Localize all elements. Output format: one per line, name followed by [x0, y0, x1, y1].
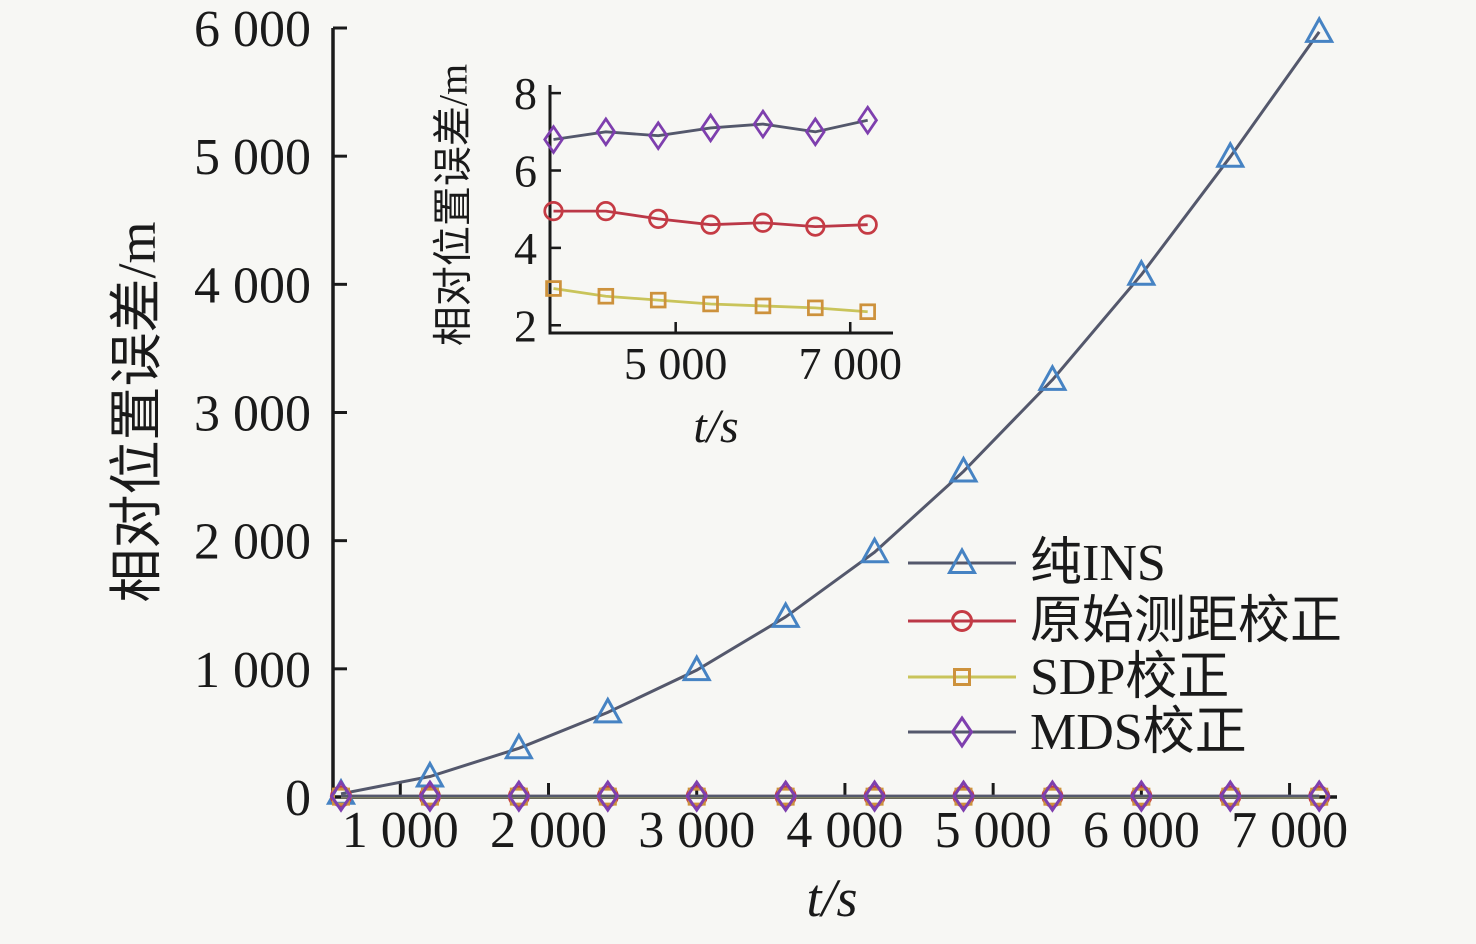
- pure-ins-marker: [948, 455, 979, 483]
- pure-ins-marker: [1037, 363, 1068, 391]
- pure-ins-marker: [592, 696, 623, 724]
- main-series-mds-correction: [329, 779, 1331, 813]
- raw-ranging-correction-marker: [857, 214, 878, 235]
- pure-ins-marker: [1126, 258, 1157, 286]
- legend-entry-raw-ranging-correction: 原始测距校正: [908, 593, 1342, 650]
- inset-series-raw-ranging-correction: [543, 201, 878, 237]
- sdp-correction-marker: [807, 299, 824, 317]
- mds-correction-marker: [596, 779, 620, 813]
- legend-entry-pure-ins: 纯INS: [908, 535, 1166, 592]
- legend-marker-raw-ranging-correction: [951, 610, 973, 632]
- mds-correction-line: [553, 118, 868, 141]
- sdp-correction-marker: [754, 297, 772, 315]
- mds-correction-marker: [804, 116, 826, 148]
- inset-y-tick-label: 8: [514, 68, 537, 119]
- inset-series-sdp-correction: [545, 280, 876, 321]
- main-chart: 1 000 2 000 3 000 4 000 5 000 6 000 7 000 0 1 00…: [194, 1, 1348, 859]
- main-x-tick-label: 7 000: [1231, 802, 1348, 859]
- main-x-tick-label: 1 000: [342, 802, 459, 859]
- main-y-tick-label: 4 000: [194, 257, 311, 314]
- mds-correction-marker: [1130, 779, 1153, 813]
- main-y-tick-label: 1 000: [194, 642, 311, 699]
- legend-label-sdp-correction: SDP校正: [1030, 649, 1229, 706]
- main-series-pure-ins: [325, 15, 1335, 805]
- main-x-axis-label: t/s: [806, 868, 857, 928]
- mds-correction-marker: [863, 779, 886, 813]
- mds-correction-marker: [774, 779, 797, 813]
- legend-marker-mds-correction: [950, 715, 974, 749]
- main-y-axis-label: 相对位置误差/m: [107, 221, 167, 602]
- pure-ins-line: [340, 30, 1321, 796]
- main-y-tick-label: 0: [285, 770, 311, 827]
- sdp-correction-marker: [649, 291, 667, 309]
- mds-correction-marker: [329, 779, 353, 813]
- inset-chart: 5 000 7 000 2 4 6 8: [514, 68, 902, 389]
- mds-correction-marker: [752, 108, 774, 140]
- inset-x-tick-label: 5 000: [624, 338, 728, 389]
- raw-ranging-correction-line: [553, 209, 868, 229]
- inset-series-mds-correction: [543, 104, 879, 155]
- mds-correction-marker: [685, 779, 709, 813]
- legend-marker-pure-ins: [946, 546, 978, 574]
- mds-correction-marker: [647, 120, 669, 152]
- main-x-tick-label: 5 000: [935, 802, 1052, 859]
- raw-ranging-correction-marker: [752, 212, 774, 233]
- inset-y-tick-label: 4: [514, 223, 537, 274]
- pure-ins-marker: [770, 600, 801, 628]
- legend-label-mds-correction: MDS校正: [1030, 704, 1247, 761]
- pure-ins-marker: [1215, 140, 1246, 168]
- main-y-tick-label: 3 000: [194, 386, 311, 443]
- pure-ins-marker: [859, 536, 890, 564]
- mds-correction-marker: [952, 779, 975, 813]
- main-x-tick-label: 2 000: [490, 802, 607, 859]
- main-y-tick-label: 5 000: [194, 129, 311, 186]
- mds-correction-marker: [1307, 779, 1331, 813]
- inset-axes: [548, 85, 893, 335]
- mds-correction-marker: [700, 112, 721, 144]
- mds-correction-marker: [1041, 779, 1064, 813]
- pure-ins-marker: [681, 654, 712, 682]
- raw-ranging-correction-marker: [543, 201, 564, 222]
- inset-x-tick-label: 7 000: [798, 338, 902, 389]
- legend-marker-sdp-correction: [953, 668, 971, 686]
- sdp-correction-line: [553, 287, 868, 314]
- main-y-tick-label: 2 000: [194, 514, 311, 571]
- legend-label-raw-ranging-correction: 原始测距校正: [1030, 593, 1342, 650]
- mds-correction-marker: [1218, 779, 1242, 813]
- sdp-correction-marker: [545, 280, 562, 297]
- mds-correction-marker: [507, 779, 531, 813]
- legend-entry-sdp-correction: SDP校正: [908, 649, 1229, 706]
- legend-label-pure-ins: 纯INS: [1030, 535, 1166, 592]
- raw-ranging-correction-marker: [595, 201, 616, 222]
- inset-y-tick-label: 6: [514, 146, 537, 197]
- raw-ranging-correction-marker: [805, 216, 826, 237]
- main-x-tick-label: 4 000: [786, 802, 903, 859]
- mds-correction-marker: [857, 104, 879, 136]
- sdp-correction-marker: [702, 295, 719, 313]
- pure-ins-marker: [503, 732, 534, 760]
- main-y-tick-label: 6 000: [194, 1, 311, 58]
- raw-ranging-correction-marker: [700, 214, 721, 235]
- mds-correction-marker: [543, 124, 564, 155]
- mds-correction-marker: [595, 116, 617, 148]
- legend-entry-mds-correction: MDS校正: [908, 704, 1247, 761]
- sdp-correction-marker: [597, 287, 615, 305]
- inset-x-axis-label: t/s: [693, 400, 738, 453]
- pure-ins-marker: [1304, 15, 1335, 43]
- sdp-correction-marker: [859, 303, 876, 321]
- mds-correction-marker: [418, 779, 442, 813]
- raw-ranging-correction-marker: [648, 208, 669, 229]
- inset-y-tick-label: 2: [514, 300, 537, 351]
- inset-y-axis-label: 相对位置误差/m: [431, 64, 476, 346]
